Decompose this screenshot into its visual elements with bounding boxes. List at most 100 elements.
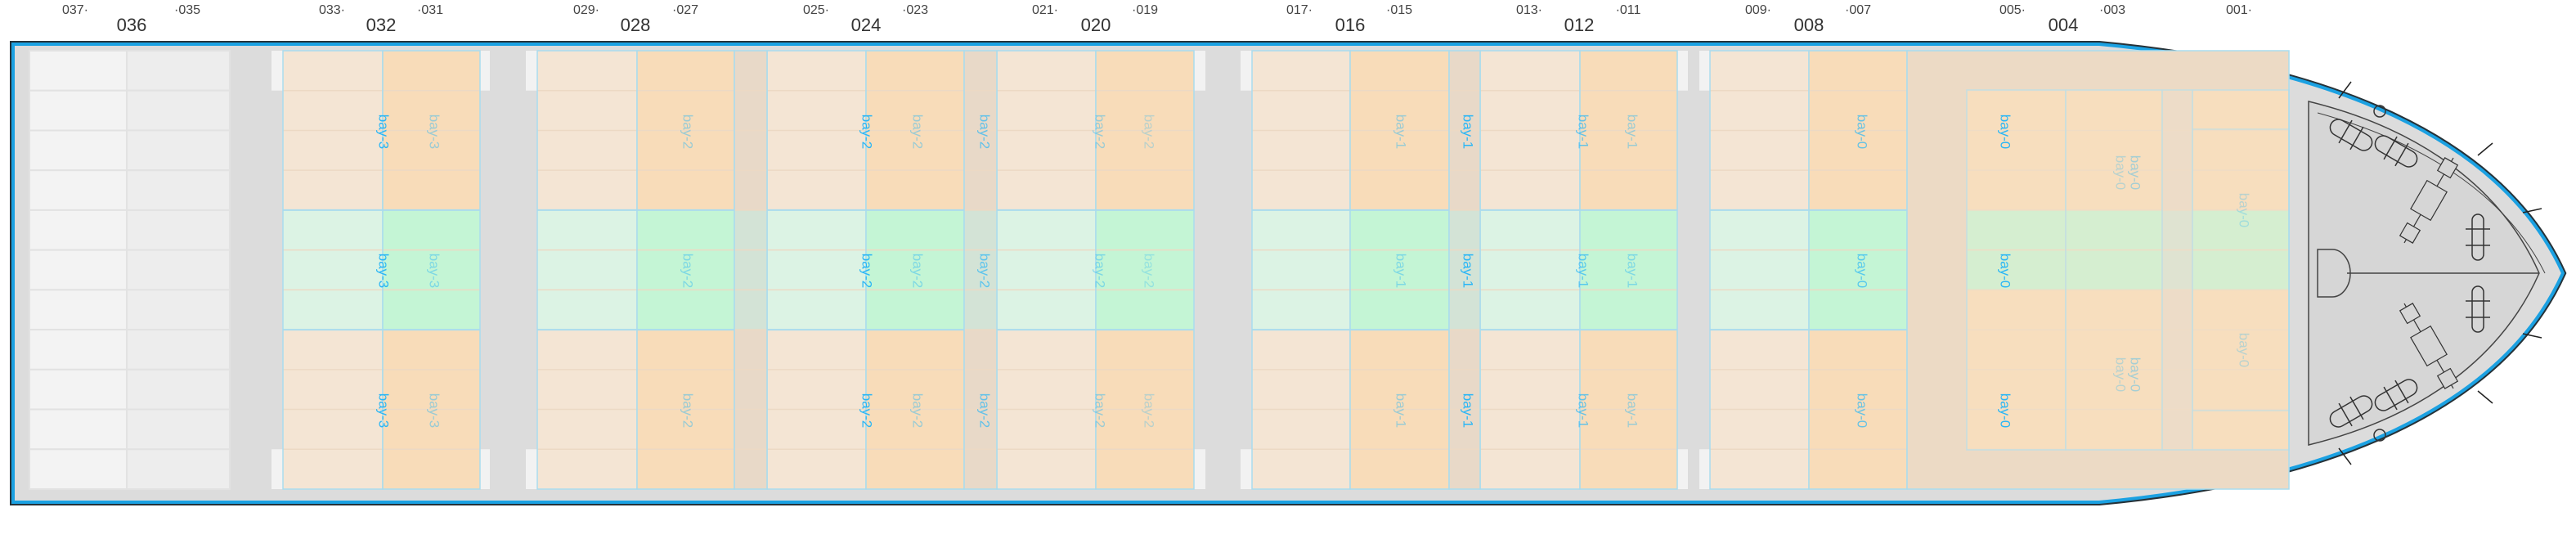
- slot-stub: [1194, 449, 1205, 489]
- bollard-body: [2471, 285, 2484, 333]
- slot-labels: bay-3 bay-3 bay-3 bay-3 bay-3 bay-3 bay-2 bay-2…: [376, 115, 2252, 429]
- frame-number: 029·: [573, 3, 599, 17]
- bay-label: bay-3: [427, 393, 442, 429]
- slot-column-border: [382, 50, 481, 490]
- capstan-body: [2410, 179, 2448, 222]
- bay-label: bay-2: [859, 393, 875, 429]
- bollard-icon: [2466, 213, 2490, 261]
- slot-cell: [29, 289, 128, 331]
- windlass-icon: [2329, 395, 2373, 428]
- slot-column-middle: [734, 209, 767, 330]
- frame-number: 013·: [1516, 3, 1542, 17]
- slot-column-middle: [997, 209, 1096, 330]
- bay-label: bay-0: [1855, 115, 1870, 150]
- bay-label: bay-2: [910, 393, 926, 429]
- fairlead-icon: [2373, 429, 2386, 442]
- slot-cell: [126, 50, 231, 92]
- frame-number: ·031: [417, 3, 443, 17]
- hull-frame-tick: [2522, 333, 2542, 339]
- bay-label: bay-0: [2237, 333, 2252, 368]
- slot-stub: [272, 449, 283, 489]
- capstan-body: [2410, 325, 2448, 367]
- bollard-body: [2471, 213, 2484, 261]
- slot-stub: [526, 449, 537, 489]
- capstan-end: [2399, 222, 2421, 244]
- frame-number: 017·: [1286, 3, 1313, 17]
- bay-label: bay-0: [1998, 115, 2013, 150]
- slot-column-middle: [1480, 209, 1580, 330]
- bay-label: bay-1: [1393, 254, 1409, 289]
- bay-label: bay-3: [376, 393, 392, 429]
- windlass-body: [2374, 379, 2418, 411]
- capstan-end: [2399, 303, 2421, 325]
- slot-stub: [1194, 51, 1205, 91]
- bay-label: bay-1: [1461, 254, 1476, 289]
- frame-number: 005·: [1999, 3, 2026, 17]
- slot-stub: [1241, 449, 1252, 489]
- bay-label: bay-2: [977, 254, 993, 289]
- frame-number: ·011: [1616, 3, 1641, 17]
- slot-stub: [526, 51, 537, 91]
- frame-ruler: 037· ·035 033· ·031 029· ·027 025· ·023 021· ·019…: [62, 3, 2252, 35]
- slot-cell: [126, 408, 231, 451]
- bay-number: 036: [117, 15, 147, 35]
- windlass-bar: [2338, 119, 2353, 144]
- frame-number: ·015: [1386, 3, 1412, 17]
- bay-label: bay-0: [2113, 155, 2129, 191]
- bay-label: bay-0: [1855, 254, 1870, 289]
- slot-column-middle: [767, 209, 866, 330]
- slot-stub: [272, 51, 283, 91]
- slot-column-middle: [1809, 209, 1907, 330]
- bay-label: bay-1: [1625, 393, 1640, 429]
- slot-cell: [29, 408, 128, 451]
- bay-number: 016: [1335, 15, 1366, 35]
- bay-label: bay-0: [1998, 393, 2013, 429]
- slot-stub: [480, 449, 490, 489]
- windlass-bar: [2349, 396, 2364, 420]
- bay-label: bay-1: [1625, 254, 1640, 289]
- slot-column-middle: [637, 209, 734, 330]
- bay-number: 008: [1794, 15, 1824, 35]
- windlass-bar: [2394, 142, 2409, 167]
- bay-number: 020: [1081, 15, 1111, 35]
- bay-label: bay-0: [2113, 357, 2129, 393]
- windlass-icon: [2374, 379, 2418, 411]
- slot-column-middle: [283, 209, 383, 330]
- slot-column-middle: [1252, 209, 1350, 330]
- slot-column-middle: [866, 209, 964, 330]
- slot-cell: [29, 89, 128, 132]
- bay-label: bay-3: [427, 115, 442, 150]
- bay-label: bay-1: [1461, 393, 1476, 429]
- windlass-bar: [2394, 380, 2409, 404]
- slot-column-middle: [537, 209, 637, 330]
- slot-cell: [29, 50, 128, 92]
- hull-frame-tick: [2522, 208, 2542, 213]
- bay-label: bay-2: [859, 115, 875, 150]
- slot-stub: [1699, 51, 1710, 91]
- slot-cell: [29, 169, 128, 211]
- frame-number: 033·: [319, 3, 345, 17]
- slot-cell: [126, 209, 231, 251]
- slot-cell: [126, 289, 231, 331]
- forward-overlay: [1906, 50, 2290, 490]
- slot-column-border: [1448, 50, 1481, 490]
- bay-label: bay-2: [1142, 254, 1157, 289]
- slot-column-middle: [1096, 209, 1194, 330]
- bay-label: bay-2: [1142, 393, 1157, 429]
- slot-stub: [1677, 51, 1688, 91]
- slot-column-middle: [1449, 209, 1480, 330]
- bay-label: bay-3: [376, 115, 392, 150]
- bay-label: bay-2: [910, 254, 926, 289]
- bay-label: bay-2: [977, 115, 993, 150]
- windlass-body: [2329, 395, 2373, 428]
- bay-label: bay-2: [1093, 393, 1108, 429]
- bay-number: 032: [366, 15, 397, 35]
- slot-cell: [126, 368, 231, 411]
- bay-label: bay-1: [1393, 393, 1409, 429]
- windlass-bar: [2349, 126, 2364, 150]
- bay-label: bay-2: [1142, 115, 1157, 150]
- slot-column-middle: [1580, 209, 1677, 330]
- slot-cell: [29, 368, 128, 411]
- frame-number: ·007: [1845, 3, 1871, 17]
- bay-label: bay-1: [1393, 115, 1409, 150]
